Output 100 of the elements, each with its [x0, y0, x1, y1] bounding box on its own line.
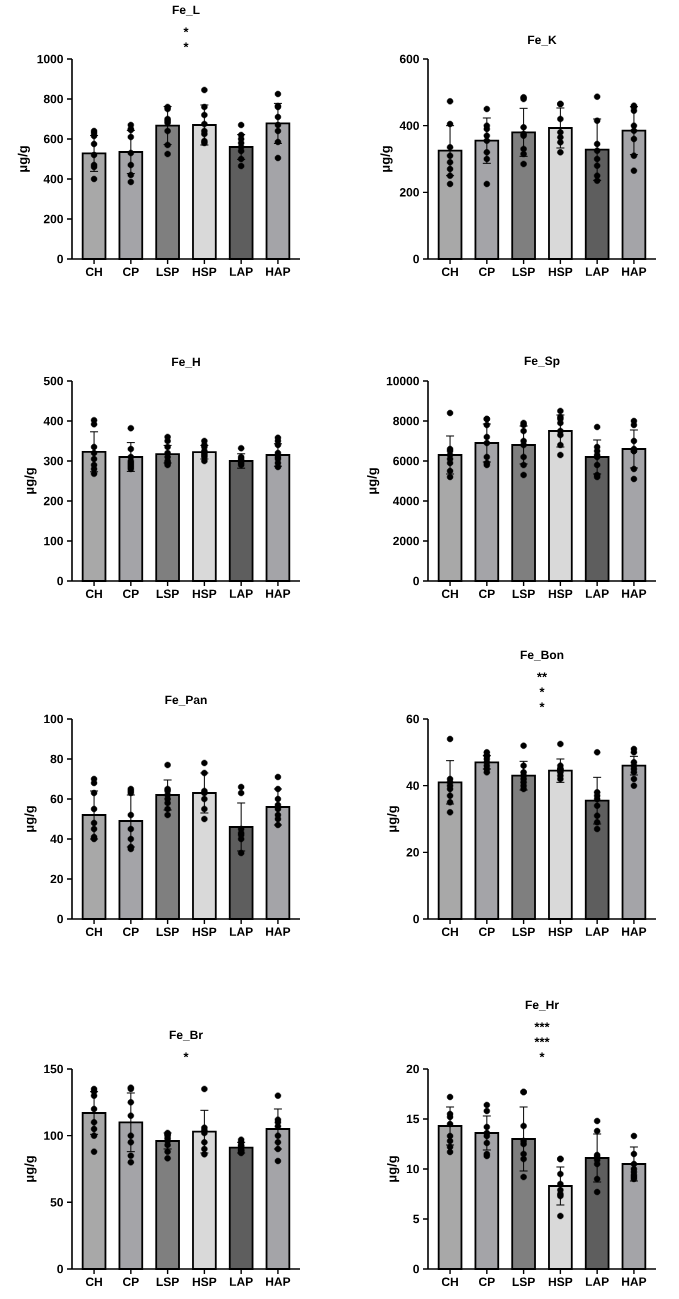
x-tick-label: HSP [192, 589, 217, 599]
y-axis-title: μg/g [17, 146, 30, 172]
y-tick-label: 0 [57, 576, 63, 586]
y-tick-label: 600 [43, 134, 63, 144]
y-tick-label: 15 [406, 1114, 420, 1124]
text: *** [534, 1037, 550, 1043]
x-tick-label: CP [478, 589, 495, 599]
y-tick-label: 0 [413, 576, 419, 586]
text: * [539, 687, 545, 693]
y-axis-title: μg/g [380, 146, 393, 172]
chart-title: Fe_Bon [520, 650, 564, 661]
x-tick-label: CP [478, 1277, 495, 1287]
y-tick-label: 60 [50, 794, 63, 804]
chart-title: Fe_Hr [525, 1000, 559, 1011]
chart-title: Fe_H [172, 357, 200, 368]
y-axis-title: μg/g [367, 468, 380, 494]
y-tick-label: 10 [406, 1164, 419, 1174]
y-tick-label: 0 [413, 254, 419, 264]
x-tick-label: LSP [512, 1277, 535, 1287]
text: * [539, 1052, 545, 1058]
y-tick-label: 5 [413, 1214, 420, 1224]
x-tick-label: LSP [512, 589, 535, 599]
y-axis-title: μg/g [387, 1156, 400, 1182]
text: * [183, 1052, 189, 1058]
x-tick-label: HSP [192, 927, 217, 937]
chart-title: Fe_Pan [165, 695, 207, 706]
y-tick-label: 500 [43, 376, 63, 386]
y-tick-label: 0 [413, 914, 419, 924]
x-tick-label: HSP [548, 1277, 573, 1287]
x-tick-label: LSP [512, 267, 535, 277]
y-tick-label: 80 [50, 754, 63, 764]
x-tick-label: LSP [156, 589, 179, 599]
x-tick-label: CH [441, 267, 458, 277]
x-tick-label: LSP [156, 267, 179, 277]
x-tick-label: LAP [229, 589, 253, 598]
y-axis-title: μg/g [24, 806, 37, 832]
y-tick-label: 400 [43, 416, 63, 426]
y-tick-label: 400 [43, 174, 63, 184]
y-tick-label: 800 [43, 94, 63, 104]
y-tick-label: 1000 [37, 54, 63, 64]
y-tick-label: 0 [57, 914, 63, 924]
x-tick-label: HSP [192, 267, 217, 277]
y-tick-label: 100 [44, 536, 63, 546]
y-tick-label: 400 [399, 121, 419, 130]
y-tick-label: 200 [43, 214, 63, 224]
y-tick-label: 4000 [392, 496, 419, 506]
chart-title: Fe_L [172, 5, 200, 16]
x-tick-label: HSP [192, 1277, 217, 1287]
x-tick-label: HAP [622, 927, 647, 936]
y-tick-label: 600 [399, 54, 419, 64]
x-tick-label: HSP [548, 927, 573, 937]
y-tick-label: 200 [399, 188, 419, 197]
x-tick-label: HAP [622, 267, 647, 276]
x-tick-label: LAP [229, 1277, 253, 1286]
text: * [183, 42, 189, 48]
y-tick-label: 20 [50, 874, 63, 884]
y-tick-label: 0 [57, 1264, 63, 1274]
x-tick-label: CP [122, 927, 139, 937]
y-tick-label: 8000 [393, 416, 419, 426]
x-tick-label: LAP [585, 927, 609, 936]
x-tick-label: LAP [585, 589, 609, 598]
x-tick-label: LSP [512, 927, 535, 937]
y-tick-label: 20 [406, 1064, 419, 1074]
x-tick-label: CH [85, 1277, 102, 1287]
y-tick-label: 50 [50, 1198, 63, 1207]
x-tick-label: CH [85, 267, 102, 277]
x-tick-label: CH [441, 589, 458, 599]
x-tick-label: HAP [266, 589, 291, 598]
y-tick-label: 100 [44, 714, 63, 724]
chart-title: Fe_Br [169, 1030, 203, 1041]
y-tick-label: 200 [43, 496, 63, 506]
text: * [183, 27, 189, 33]
y-tick-label: 40 [406, 781, 419, 790]
x-tick-label: CH [85, 927, 102, 937]
y-axis-title: μg/g [24, 468, 37, 494]
x-tick-label: CP [478, 267, 495, 277]
y-tick-label: 150 [44, 1064, 63, 1074]
x-tick-label: CH [441, 927, 458, 937]
x-tick-label: LSP [156, 927, 179, 937]
x-tick-label: HAP [622, 589, 647, 598]
x-tick-label: HSP [548, 267, 573, 277]
y-axis-title: μg/g [24, 1156, 37, 1182]
x-tick-label: CP [122, 267, 139, 277]
x-tick-label: HAP [266, 927, 291, 936]
y-tick-label: 2000 [393, 536, 419, 546]
y-tick-label: 0 [57, 254, 63, 264]
y-tick-label: 6000 [393, 456, 419, 466]
x-tick-label: CP [122, 589, 139, 599]
x-tick-label: CH [85, 589, 102, 599]
text: *** [534, 1022, 550, 1028]
x-tick-label: HAP [622, 1277, 647, 1286]
chart-title: Fe_Sp [524, 356, 560, 368]
chart-title: Fe_K [528, 35, 557, 46]
x-tick-label: HSP [548, 589, 573, 599]
y-tick-label: 60 [406, 714, 419, 724]
x-tick-label: HAP [266, 267, 291, 276]
text: * [539, 702, 545, 708]
x-tick-label: LSP [156, 1277, 179, 1287]
y-tick-label: 40 [50, 834, 63, 844]
x-tick-label: LAP [585, 1277, 609, 1286]
